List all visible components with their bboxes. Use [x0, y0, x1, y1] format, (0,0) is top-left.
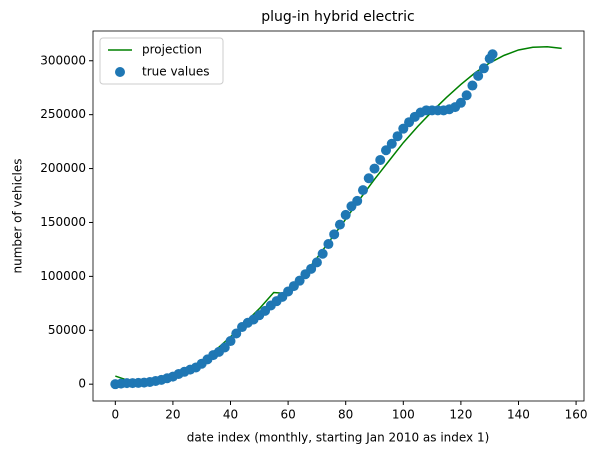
legend-label: true values: [142, 65, 209, 79]
scatter-point: [334, 219, 345, 230]
scatter-point: [467, 80, 478, 91]
scatter-point: [363, 173, 374, 184]
scatter-point: [381, 145, 392, 156]
scatter-point: [386, 138, 397, 149]
y-tick-label: 250000: [40, 107, 86, 121]
scatter-point: [323, 239, 334, 250]
y-tick-label: 300000: [40, 53, 86, 67]
y-tick-label: 100000: [40, 269, 86, 283]
x-tick-label: 160: [565, 408, 588, 422]
legend: projection true values: [99, 37, 224, 85]
scatter-point: [392, 131, 403, 142]
scatter-point: [294, 275, 305, 286]
scatter-point: [357, 185, 368, 196]
x-tick-label: 40: [223, 408, 238, 422]
scatter-point: [352, 195, 363, 206]
scatter-point: [306, 263, 317, 274]
scatter-point: [225, 336, 236, 347]
scatter-point: [375, 154, 386, 165]
legend-marker: [115, 67, 125, 77]
x-tick-label: 140: [507, 408, 530, 422]
scatter-point: [311, 257, 322, 268]
y-axis-label: number of vehicles: [11, 158, 25, 273]
y-tick-label: 50000: [48, 323, 86, 337]
scatter-point: [369, 163, 380, 174]
scatter-point: [219, 342, 230, 353]
scatter-point: [478, 63, 489, 74]
scatter-point: [340, 209, 351, 220]
x-tick-label: 60: [280, 408, 295, 422]
chart-title: plug-in hybrid electric: [261, 9, 414, 25]
x-tick-label: 100: [392, 408, 415, 422]
y-tick-label: 0: [78, 377, 86, 391]
scatter-point: [487, 49, 498, 60]
scatter-point: [461, 90, 472, 101]
plot-frame: [92, 30, 585, 402]
scatter-point: [317, 248, 328, 259]
y-tick-label: 150000: [40, 215, 86, 229]
scatter-point: [473, 70, 484, 81]
x-axis-label: date index (monthly, starting Jan 2010 a…: [187, 431, 490, 445]
scatter-point: [398, 123, 409, 134]
scatter-point: [455, 97, 466, 108]
legend-label: projection: [142, 43, 202, 57]
x-tick-label: 20: [165, 408, 180, 422]
x-tick-label: 80: [338, 408, 353, 422]
y-tick-label: 200000: [40, 161, 86, 175]
x-tick-label: 0: [111, 408, 119, 422]
scatter-point: [329, 229, 340, 240]
x-tick-label: 120: [449, 408, 472, 422]
scatter-point: [231, 328, 242, 339]
projection-line: [115, 45, 562, 383]
